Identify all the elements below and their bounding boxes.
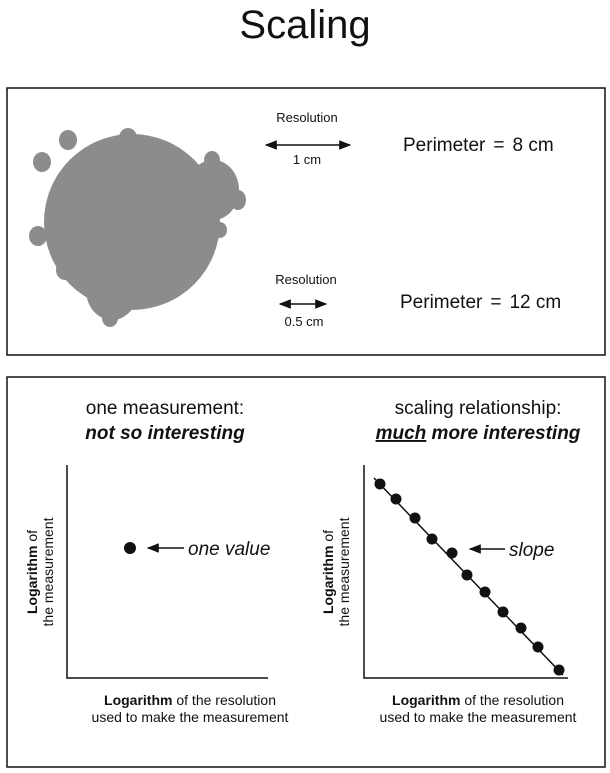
perimeter-text: Perimeter = 8 cm — [403, 135, 554, 156]
fractal-blob — [29, 128, 246, 327]
x-label-line2: used to make the measurement — [380, 709, 577, 725]
perimeter-text: Perimeter = 12 cm — [400, 292, 561, 313]
top-panel — [6, 87, 606, 356]
x-label-bold: Logarithm — [104, 692, 172, 708]
perimeter-value: 8 cm — [512, 135, 553, 156]
x-label-line1: Logarithm of the resolution — [104, 692, 276, 708]
equals: = — [493, 135, 504, 156]
subheading-rest: more interesting — [432, 423, 581, 444]
y-label-rest: of — [320, 530, 336, 542]
title: Scaling — [239, 3, 370, 47]
perimeter-label: Perimeter — [400, 292, 483, 313]
resolution-value: 0.5 cm — [284, 314, 323, 329]
perimeter-label: Perimeter — [403, 135, 486, 156]
y-label-bold: Logarithm — [320, 546, 336, 614]
resolution-label: Resolution — [276, 110, 337, 125]
points — [374, 478, 565, 676]
y-label-line1: Logarithm of — [320, 530, 336, 614]
y-label-bold: Logarithm — [24, 546, 40, 614]
y-label: Logarithm of the measurement — [320, 517, 352, 626]
x-label-line1: Logarithm of the resolution — [392, 692, 564, 708]
resolution-label: Resolution — [275, 272, 336, 287]
y-label-line2: the measurement — [336, 517, 352, 626]
y-label-line1: Logarithm of — [24, 530, 40, 614]
resolution-value: 1 cm — [293, 152, 321, 167]
point — [124, 542, 136, 554]
subheading: not so interesting — [85, 423, 245, 444]
heading: one measurement: — [86, 398, 244, 419]
subheading: much more interesting — [376, 423, 581, 444]
y-label-line2: the measurement — [40, 517, 56, 626]
perimeter-value: 12 cm — [509, 292, 561, 313]
x-label-line2: used to make the measurement — [92, 709, 289, 725]
x-label-bold: Logarithm — [392, 692, 460, 708]
axes — [363, 465, 568, 679]
x-label-rest: of the resolution — [176, 692, 276, 708]
equals: = — [490, 292, 501, 313]
annotation: one value — [188, 539, 270, 560]
heading: scaling relationship: — [395, 398, 562, 419]
axes — [66, 465, 268, 679]
subheading-emphasis: much — [376, 423, 427, 444]
y-label-rest: of — [24, 530, 40, 542]
annotation: slope — [509, 540, 554, 561]
y-label: Logarithm of the measurement — [24, 517, 56, 626]
bottom-panel — [6, 376, 606, 768]
x-label-rest: of the resolution — [464, 692, 564, 708]
